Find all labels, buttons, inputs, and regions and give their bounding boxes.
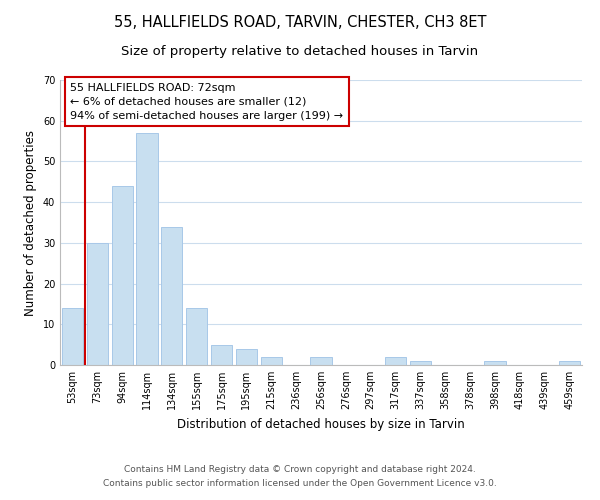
Bar (211, 344, 232, 365)
Bar (261, 357, 282, 365)
Bar (410, 361, 431, 365)
Bar (385, 357, 406, 365)
Text: Contains HM Land Registry data © Crown copyright and database right 2024.
Contai: Contains HM Land Registry data © Crown c… (103, 466, 497, 487)
Text: Size of property relative to detached houses in Tarvin: Size of property relative to detached ho… (121, 45, 479, 58)
Bar (186, 308, 207, 365)
Bar (112, 186, 133, 365)
X-axis label: Distribution of detached houses by size in Tarvin: Distribution of detached houses by size … (177, 418, 465, 430)
Bar (310, 357, 332, 365)
Bar (161, 226, 182, 365)
Y-axis label: Number of detached properties: Number of detached properties (24, 130, 37, 316)
Bar (62, 308, 83, 365)
Bar (484, 361, 506, 365)
Bar (236, 348, 257, 365)
Text: 55, HALLFIELDS ROAD, TARVIN, CHESTER, CH3 8ET: 55, HALLFIELDS ROAD, TARVIN, CHESTER, CH… (114, 15, 486, 30)
Bar (136, 133, 158, 365)
Text: 55 HALLFIELDS ROAD: 72sqm
← 6% of detached houses are smaller (12)
94% of semi-d: 55 HALLFIELDS ROAD: 72sqm ← 6% of detach… (70, 83, 344, 121)
Bar (559, 361, 580, 365)
Bar (87, 243, 108, 365)
